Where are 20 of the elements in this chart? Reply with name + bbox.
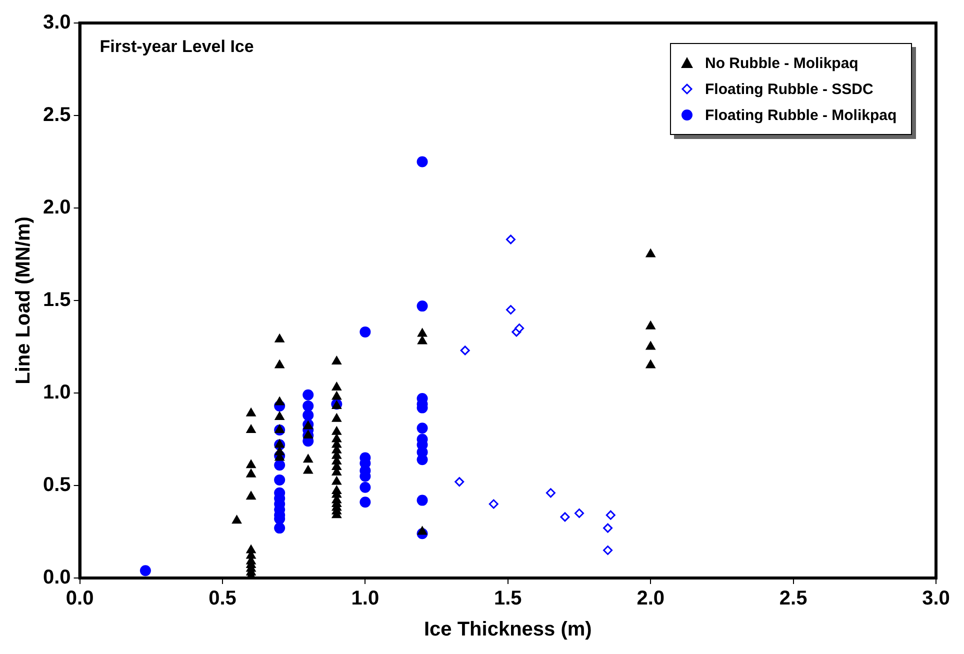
x-tick-label: 0.5 xyxy=(208,588,236,610)
y-tick-label: 1.0 xyxy=(42,382,71,404)
legend-label: Floating Rubble - Molikpaq xyxy=(705,106,897,124)
x-tick-label: 2.5 xyxy=(779,588,808,610)
annotation: First-year Level Ice xyxy=(100,37,254,56)
y-tick-label: 2.5 xyxy=(42,104,71,126)
x-tick-label: 0.0 xyxy=(66,588,94,610)
y-tick-label: 0.5 xyxy=(42,474,71,496)
legend-label: No Rubble - Molikpaq xyxy=(705,54,858,72)
legend-label: Floating Rubble - SSDC xyxy=(705,80,874,98)
y-axis-title: Line Load (MN/m) xyxy=(12,216,35,384)
x-tick-label: 3.0 xyxy=(922,588,950,610)
x-tick-label: 1.5 xyxy=(494,588,522,610)
y-tick-label: 0.0 xyxy=(42,566,71,589)
x-axis-title: Ice Thickness (m) xyxy=(424,618,592,641)
y-tick-label: 1.5 xyxy=(42,289,71,312)
y-tick-label: 2.0 xyxy=(42,196,71,219)
y-tick-label: 3.0 xyxy=(42,12,71,34)
x-tick-label: 1.0 xyxy=(351,588,380,610)
x-tick-label: 2.0 xyxy=(636,588,665,610)
